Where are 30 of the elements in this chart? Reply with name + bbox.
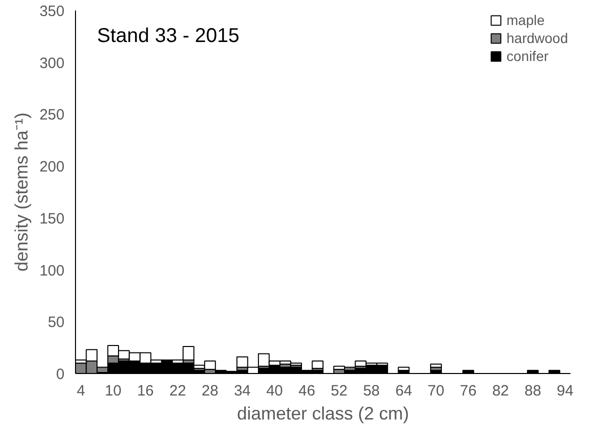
y-tick-label: 200: [39, 158, 65, 176]
legend-label: hardwood: [506, 30, 568, 46]
x-tick-label: 28: [202, 382, 218, 400]
x-axis-title: diameter class (2 cm): [236, 404, 410, 424]
y-tick-label: 300: [39, 54, 65, 72]
x-tick-label: 22: [169, 382, 186, 400]
x-tick-label: 52: [330, 382, 348, 400]
y-tick-label: 50: [48, 314, 65, 332]
x-tick-label: 58: [363, 382, 380, 400]
y-tick-label: 350: [39, 3, 65, 20]
x-tick-label: 64: [395, 382, 412, 400]
x-tick-label: 16: [137, 382, 154, 400]
x-tick-label: 94: [556, 382, 574, 400]
y-tick-label: 0: [56, 366, 64, 383]
x-tick-label: 76: [460, 382, 477, 400]
x-tick-label: 10: [104, 382, 122, 400]
x-tick-label: 40: [266, 382, 283, 400]
y-axis-title: density (stems ha⁻¹): [11, 112, 32, 272]
legend-label: maple: [506, 12, 545, 28]
y-tick-label: 100: [39, 262, 65, 280]
y-tick-label: 150: [39, 210, 65, 228]
x-tick-label: 4: [76, 382, 86, 400]
x-tick-label: 70: [428, 382, 444, 400]
y-tick-label: 250: [39, 106, 65, 124]
x-tick-label: 88: [524, 382, 542, 400]
legend-label: conifer: [506, 48, 549, 64]
x-tick-label: 82: [492, 382, 509, 400]
x-tick-label: 34: [234, 382, 251, 400]
x-tick-label: 46: [298, 382, 316, 400]
text: Stand 33 - 2015: [97, 24, 240, 47]
